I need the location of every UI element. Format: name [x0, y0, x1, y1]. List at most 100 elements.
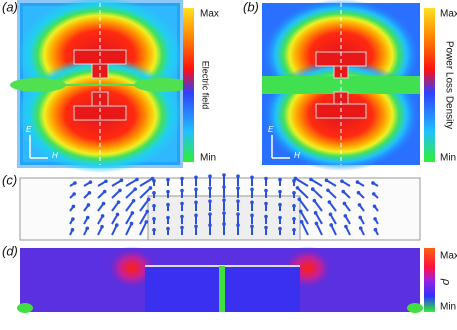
arrow-head — [118, 188, 122, 193]
panel-label: (b) — [243, 0, 259, 14]
field-arrow — [139, 187, 152, 199]
colorbar-min: Min — [440, 302, 456, 313]
arrow-head — [373, 227, 378, 232]
panel-label: (d) — [2, 243, 18, 258]
field-arrow — [125, 223, 133, 236]
colorbar — [183, 8, 194, 162]
arrow-head — [114, 223, 119, 227]
arrow-head — [87, 191, 92, 195]
arrow-head — [180, 214, 184, 219]
arrow-head — [194, 187, 198, 192]
arrow-head — [250, 224, 254, 229]
axis-e: E — [268, 125, 274, 134]
arrow-head — [71, 204, 76, 209]
arrow-head — [310, 187, 315, 191]
field-arrow — [329, 213, 337, 225]
arrow-head — [264, 176, 268, 181]
arrow-head — [135, 177, 139, 182]
arrow-head — [116, 200, 121, 204]
colorbar-title: Power Loss Density — [443, 41, 454, 129]
arrow-head — [344, 224, 348, 229]
field-arrow — [296, 187, 309, 199]
arrow-head — [327, 200, 332, 204]
arrow-head — [70, 228, 75, 232]
arrow-head — [180, 201, 184, 206]
arrow-head — [180, 225, 184, 230]
arrow-head — [358, 226, 363, 230]
arrow-head — [100, 214, 105, 218]
arrow-head — [180, 188, 184, 193]
arrow-head — [146, 197, 151, 202]
arrow-head — [371, 192, 376, 196]
arrow-head — [133, 187, 137, 191]
arrow-head — [166, 189, 170, 194]
arrow-head — [264, 214, 268, 219]
arrow-head — [101, 201, 106, 206]
arrow-head — [208, 174, 212, 178]
arrow-head — [72, 192, 76, 196]
arrow-head — [236, 174, 240, 178]
arrow-head — [292, 217, 296, 221]
arrow-head — [313, 211, 318, 215]
field-arrow — [328, 201, 337, 212]
arrow-head — [298, 209, 303, 214]
arrow-head — [222, 198, 226, 202]
arrow-head — [152, 179, 156, 183]
arrow-head — [130, 211, 135, 215]
arrow-head — [326, 188, 330, 193]
arrow-head — [324, 178, 329, 183]
arrow-head — [194, 175, 198, 180]
arrow-head — [208, 223, 212, 227]
colorbar — [424, 8, 435, 162]
arrow-head — [341, 189, 346, 194]
field-arrow — [111, 189, 121, 199]
arrow-head — [152, 204, 156, 208]
colorbar-min: Min — [200, 153, 216, 164]
arrow-head — [222, 211, 226, 215]
arrow-head — [144, 220, 149, 224]
arrow-head — [371, 181, 375, 185]
arrow-head — [372, 204, 377, 209]
arrow-head — [278, 215, 282, 220]
arrow-head — [104, 179, 108, 184]
arrow-head — [194, 213, 198, 218]
arrow-head — [328, 212, 333, 217]
field-arrow — [298, 198, 309, 212]
arrow-head — [309, 177, 313, 182]
arrow-head — [236, 212, 240, 216]
colorbar — [424, 248, 435, 312]
panel-d: (d) Max Min ρ — [2, 243, 457, 313]
colorbar-max: Max — [440, 251, 457, 262]
arrow-head — [250, 175, 254, 180]
arrow-head — [208, 186, 212, 190]
panel-b: E H (b) Max Min Power Loss Density — [243, 0, 457, 171]
arrow-head — [340, 179, 344, 183]
arrow-head — [264, 201, 268, 206]
field-arrow — [111, 201, 120, 212]
arrow-head — [236, 186, 240, 190]
arrow-head — [314, 221, 319, 226]
arrow-head — [129, 221, 134, 226]
arrow-head — [236, 199, 240, 203]
field-arrow — [139, 221, 148, 236]
arrow-head — [278, 189, 282, 194]
arrow-head — [208, 212, 212, 216]
colorbar-title: Electric field — [201, 61, 211, 110]
arrow-head — [358, 215, 363, 220]
field-arrow — [125, 188, 136, 199]
arrow-head — [85, 215, 90, 220]
arrow-head — [85, 226, 90, 231]
field-arrow — [314, 212, 323, 225]
panel-c: (c) — [2, 172, 421, 241]
arrow-head — [166, 226, 170, 231]
arrow-head — [100, 224, 104, 229]
arrow-head — [119, 178, 124, 183]
arrow-head — [194, 200, 198, 205]
field-arrow — [139, 198, 150, 212]
arrow-head — [145, 209, 150, 214]
field-arrow — [111, 179, 122, 187]
arrow-head — [278, 202, 282, 207]
arrow-head — [293, 176, 298, 181]
field-arrow — [111, 224, 118, 236]
